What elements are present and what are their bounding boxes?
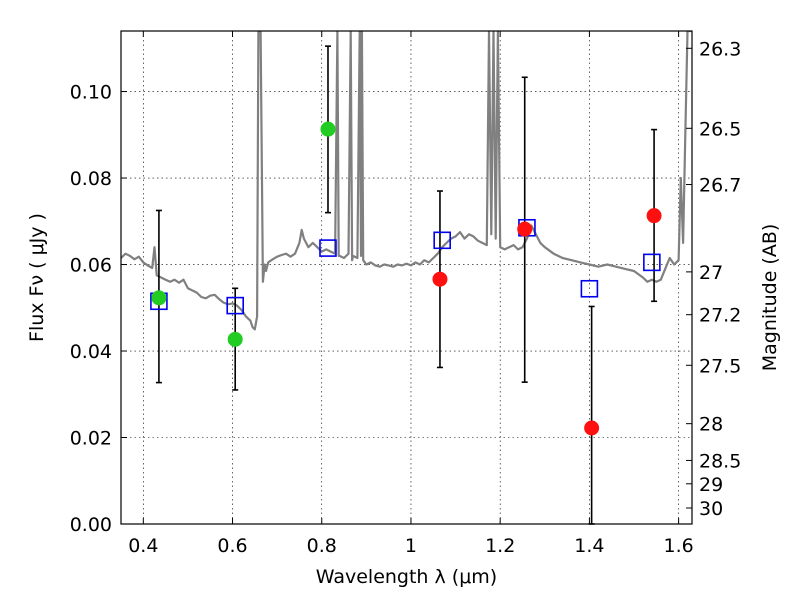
y-tick-label-0: 0.00 xyxy=(70,514,112,536)
y-tick-label-5: 0.10 xyxy=(70,82,112,104)
x-tick-label-1: 0.6 xyxy=(217,535,247,557)
right-tick-label-5: 27.5 xyxy=(699,355,741,377)
right-tick-label-2: 26.7 xyxy=(699,175,741,197)
x-tick-label-3: 1 xyxy=(405,535,417,557)
model-box-6 xyxy=(643,253,661,272)
observed-points xyxy=(151,121,662,436)
right-tick-label-8: 29 xyxy=(699,474,723,496)
right-tick-label-4: 27.2 xyxy=(699,305,741,327)
right-tick-label-9: 30 xyxy=(699,498,723,520)
x-tick-label-5: 1.4 xyxy=(574,535,604,557)
right-tick-label-3: 27 xyxy=(699,262,723,284)
y-tick-label-4: 0.08 xyxy=(70,168,112,190)
grid xyxy=(121,31,692,525)
green-point-1 xyxy=(227,331,243,347)
y-tick-label-2: 0.04 xyxy=(70,341,112,363)
right-axis-label: Magnitude (AB) xyxy=(759,224,781,372)
model-box-5 xyxy=(580,279,599,298)
axis-ticks: 0.4 0.6 0.8 1 1.2 1.4 1.6 0.00 0.02 0.04 0.06 0.08 0… xyxy=(70,31,741,557)
red-point-4 xyxy=(517,221,533,237)
right-tick-label-6: 28 xyxy=(699,414,723,436)
plot-frame xyxy=(120,30,693,525)
model-box-3 xyxy=(433,231,451,250)
red-point-6 xyxy=(646,208,662,224)
x-axis-label: Wavelength λ (μm) xyxy=(316,566,497,588)
right-tick-label-1: 26.5 xyxy=(699,118,741,140)
red-point-5 xyxy=(584,420,600,436)
right-tick-label-0: 26.3 xyxy=(699,38,741,60)
x-tick-label-2: 0.8 xyxy=(307,535,337,557)
x-tick-label-6: 1.6 xyxy=(664,535,694,557)
spectrum-path xyxy=(121,31,692,331)
red-point-3 xyxy=(432,271,448,287)
y-tick-label-1: 0.02 xyxy=(70,428,112,450)
y-tick-label-3: 0.06 xyxy=(70,255,112,277)
right-tick-label-7: 28.5 xyxy=(699,450,741,472)
x-tick-label-4: 1.2 xyxy=(485,535,515,557)
model-box-1 xyxy=(226,296,244,315)
axis-labels: Wavelength λ (μm) Flux Fν ( μJy ) Magnit… xyxy=(26,213,781,588)
x-tick-label-0: 0.4 xyxy=(128,535,158,557)
model-spectrum-line xyxy=(121,31,692,331)
green-point-2 xyxy=(320,121,336,137)
green-point-0 xyxy=(151,290,167,306)
model-box-2 xyxy=(319,239,337,257)
y-axis-label: Flux Fν ( μJy ) xyxy=(26,213,48,342)
